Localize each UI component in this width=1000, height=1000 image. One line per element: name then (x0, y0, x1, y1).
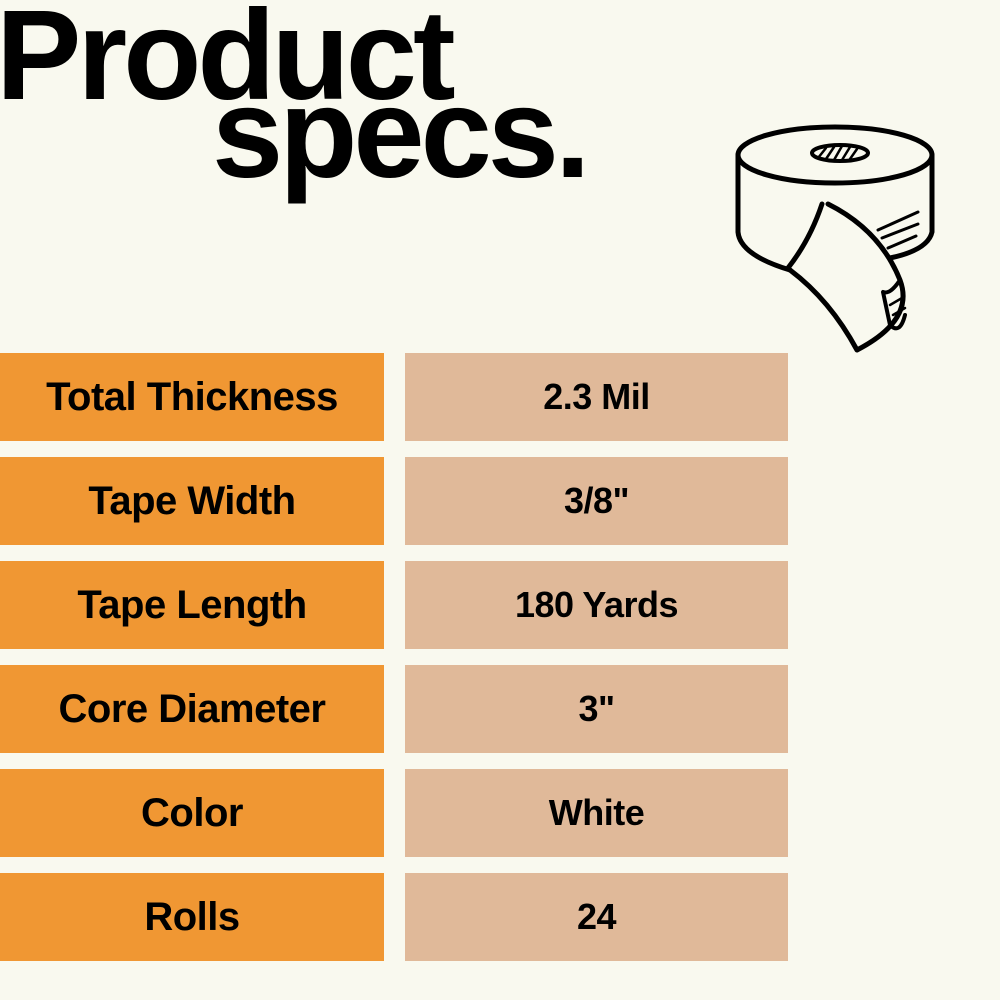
spec-label: Tape Length (0, 561, 384, 649)
spec-value: White (405, 769, 788, 857)
spec-row-core-diameter: Core Diameter 3" (0, 665, 790, 753)
spec-value: 2.3 Mil (405, 353, 788, 441)
title-line-2: specs. (212, 62, 590, 205)
spec-value: 3" (405, 665, 788, 753)
spec-row-total-thickness: Total Thickness 2.3 Mil (0, 353, 790, 441)
title-line-1: Product (0, 0, 456, 127)
tape-roll-icon (735, 124, 935, 353)
spec-label: Total Thickness (0, 353, 384, 441)
spec-label: Rolls (0, 873, 384, 961)
spec-value: 3/8" (405, 457, 788, 545)
spec-value: 180 Yards (405, 561, 788, 649)
spec-label: Color (0, 769, 384, 857)
spec-value: 24 (405, 873, 788, 961)
spec-row-tape-width: Tape Width 3/8" (0, 457, 790, 545)
spec-row-tape-length: Tape Length 180 Yards (0, 561, 790, 649)
spec-row-color: Color White (0, 769, 790, 857)
spec-label: Tape Width (0, 457, 384, 545)
spec-label: Core Diameter (0, 665, 384, 753)
spec-row-rolls: Rolls 24 (0, 873, 790, 961)
